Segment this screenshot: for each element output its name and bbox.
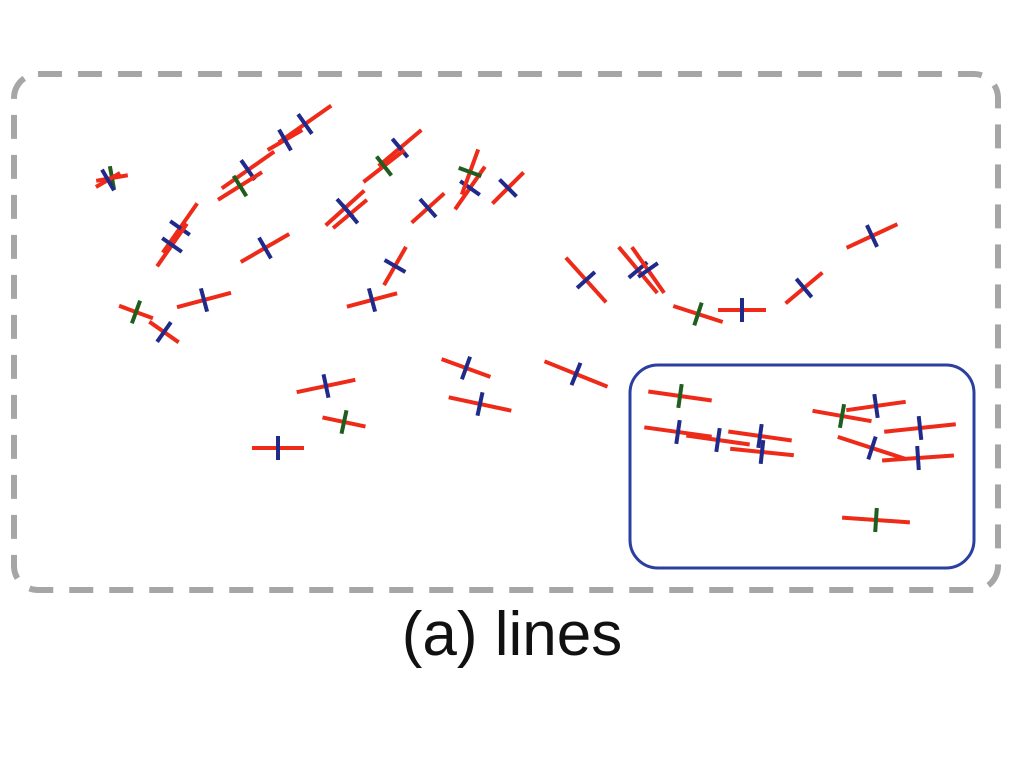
normal-tick (257, 236, 273, 260)
normal-tick (674, 419, 682, 445)
normal-tick (837, 403, 847, 429)
normal-tick (498, 178, 518, 198)
normal-tick (383, 258, 407, 274)
normal-tick (100, 168, 116, 192)
normal-tick (458, 166, 482, 178)
normal-tick (692, 301, 704, 327)
normal-tick (366, 287, 378, 313)
normal-tick (756, 423, 764, 449)
normal-tick (155, 321, 173, 343)
normal-tick (575, 270, 597, 290)
normal-tick (865, 224, 879, 248)
normal-tick (915, 445, 921, 471)
normal-tick (873, 507, 879, 533)
normal-tick (637, 261, 659, 279)
normal-tick (418, 197, 438, 219)
normal-tick (459, 179, 481, 197)
outer-dashed-frame (11, 71, 1001, 593)
normal-tick (169, 219, 191, 237)
normal-tick (339, 409, 349, 435)
normal-tick (794, 277, 814, 299)
normal-tick (321, 373, 331, 399)
inner-highlight-box (628, 363, 976, 570)
normal-tick (866, 435, 878, 461)
normal-tick (872, 393, 880, 419)
normal-tick (296, 113, 314, 135)
normal-tick (475, 391, 485, 417)
normal-tick (198, 287, 210, 313)
normal-tick (161, 236, 183, 254)
normal-tick (569, 362, 583, 386)
normal-tick (390, 137, 410, 159)
normal-tick (375, 155, 393, 177)
normal-tick (460, 356, 472, 380)
normal-tick (277, 128, 293, 152)
normal-tick (916, 415, 924, 441)
caption: (a) lines (401, 600, 623, 669)
line-glyphs (94, 103, 957, 533)
normal-tick (340, 203, 360, 225)
normal-tick (676, 383, 684, 409)
normal-tick (758, 439, 766, 465)
normal-tick (130, 300, 142, 324)
normal-tick (714, 427, 722, 453)
normal-tick (231, 174, 249, 198)
